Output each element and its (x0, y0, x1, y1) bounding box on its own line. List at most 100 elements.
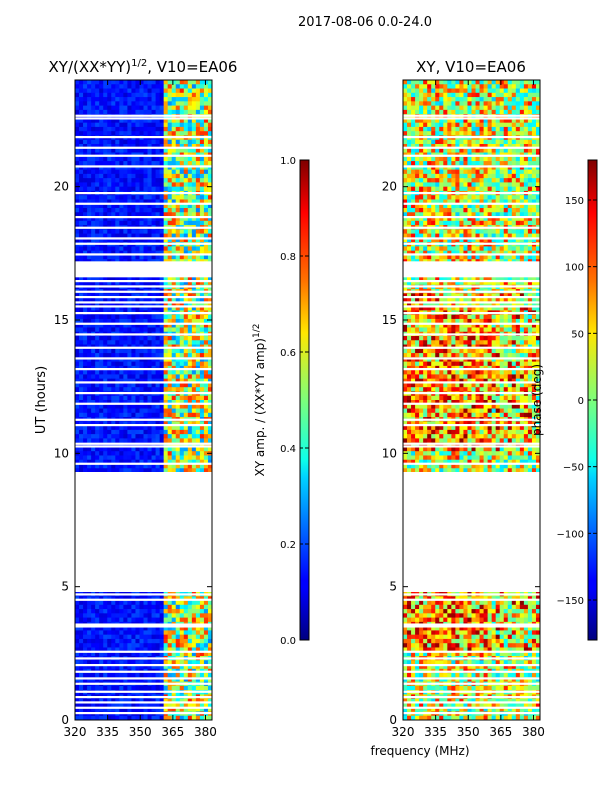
left-heatmap-cell (103, 438, 108, 444)
left-heatmap-cell (107, 118, 112, 124)
left-heatmap-cell (83, 161, 88, 166)
left-heatmap-cell (95, 250, 100, 256)
left-heatmap-cell (163, 630, 169, 636)
left-heatmap-cell (187, 685, 193, 691)
right-heatmap-cell (459, 126, 464, 132)
left-heatmap-cell (95, 400, 100, 405)
right-heatmap-cell (515, 165, 521, 170)
left-heatmap-cell (95, 199, 100, 205)
right-heatmap-cell (443, 169, 448, 175)
left-heatmap-cell (183, 173, 189, 179)
left-heatmap-cell (143, 617, 148, 623)
left-heatmap-cell (159, 685, 165, 691)
right-heatmap-cell (471, 173, 476, 179)
left-heatmap-cell (131, 84, 136, 89)
left-heatmap-cell (155, 229, 161, 234)
right-heatmap-cell (491, 131, 497, 136)
right-heatmap-cell (475, 97, 480, 102)
left-heatmap-cell (167, 596, 173, 601)
left-heatmap-cell (139, 604, 144, 610)
left-heatmap-cell (75, 276, 80, 281)
left-heatmap-cell (203, 186, 209, 192)
left-heatmap-cell (79, 600, 84, 606)
right-heatmap-cell (535, 139, 540, 145)
left-heatmap-cell (107, 455, 112, 461)
left-heatmap-cell (187, 199, 193, 205)
left-heatmap-cell (75, 280, 80, 286)
left-heatmap-cell (159, 139, 165, 145)
left-heatmap-cell (151, 186, 156, 192)
right-heatmap-cell (527, 84, 533, 89)
left-heatmap-cell (203, 126, 209, 132)
left-flag-line (75, 301, 212, 304)
left-heatmap-cell (175, 647, 181, 653)
left-heatmap-cell (199, 673, 205, 678)
left-heatmap-cell (143, 139, 148, 145)
left-heatmap-cell (123, 455, 128, 461)
left-heatmap-cell (183, 318, 189, 324)
left-heatmap-cell (75, 442, 80, 448)
left-heatmap-cell (91, 643, 96, 648)
left-heatmap-cell (139, 455, 144, 461)
left-heatmap-cell (187, 664, 193, 670)
left-heatmap-cell (123, 336, 128, 341)
right-heatmap-cell (499, 161, 505, 166)
left-heatmap-cell (155, 178, 161, 183)
right-heatmap-cell (531, 80, 537, 85)
right-heatmap-cell (531, 165, 537, 170)
left-heatmap-cell (103, 323, 108, 328)
right-heatmap-cell (427, 80, 432, 85)
left-heatmap-cell (143, 327, 148, 333)
left-heatmap-cell (91, 297, 96, 303)
right-heatmap-cell (439, 88, 444, 94)
left-heatmap-cell (167, 246, 173, 252)
left-heatmap-cell (111, 459, 116, 465)
right-heatmap-cell (443, 101, 448, 106)
left-heatmap-cell (147, 250, 152, 256)
left-heatmap-cell (191, 647, 197, 653)
left-heatmap-cell (203, 451, 209, 456)
left-heatmap-cell (195, 280, 201, 286)
left-heatmap-cell (139, 353, 144, 358)
left-heatmap-cell (155, 323, 161, 328)
left-heatmap-cell (131, 216, 136, 222)
left-heatmap-cell (199, 182, 205, 188)
left-heatmap-cell (87, 357, 92, 362)
right-heatmap-cell (455, 156, 460, 162)
left-heatmap-cell (195, 387, 201, 392)
left-heatmap-cell (171, 361, 177, 367)
left-heatmap-cell (119, 438, 124, 444)
left-heatmap-cell (179, 199, 185, 205)
left-heatmap-cell (151, 327, 156, 333)
left-heatmap-cell (127, 88, 132, 94)
left-heatmap-cell (171, 246, 177, 252)
left-heatmap-cell (131, 604, 136, 610)
left-heatmap-cell (139, 173, 144, 179)
left-heatmap-cell (139, 464, 144, 469)
left-heatmap-cell (95, 139, 100, 145)
left-heatmap-cell (119, 613, 124, 618)
right-heatmap-cell (487, 161, 493, 166)
left-y-tick-label: 10 (54, 446, 69, 460)
left-heatmap-cell (111, 702, 116, 708)
left-heatmap-cell (159, 237, 165, 243)
left-heatmap-cell (79, 348, 84, 354)
right-heatmap-cell (519, 84, 525, 89)
left-heatmap-cell (207, 195, 212, 200)
left-heatmap-cell (155, 84, 161, 89)
left-heatmap-cell (127, 446, 132, 452)
left-heatmap-cell (91, 429, 96, 435)
left-heatmap-cell (191, 173, 197, 179)
left-heatmap-cell (87, 229, 92, 234)
left-heatmap-cell (123, 685, 128, 691)
left-heatmap-cell (199, 634, 205, 640)
left-heatmap-cell (175, 446, 181, 452)
left-heatmap-cell (91, 660, 96, 665)
left-y-axis-label: UT (hours) (34, 366, 49, 434)
left-heatmap-cell (111, 88, 116, 94)
left-heatmap-cell (175, 254, 181, 260)
left-heatmap-cell (135, 293, 140, 298)
left-heatmap-cell (127, 318, 132, 324)
left-heatmap-cell (75, 131, 80, 136)
left-heatmap-cell (171, 173, 177, 179)
